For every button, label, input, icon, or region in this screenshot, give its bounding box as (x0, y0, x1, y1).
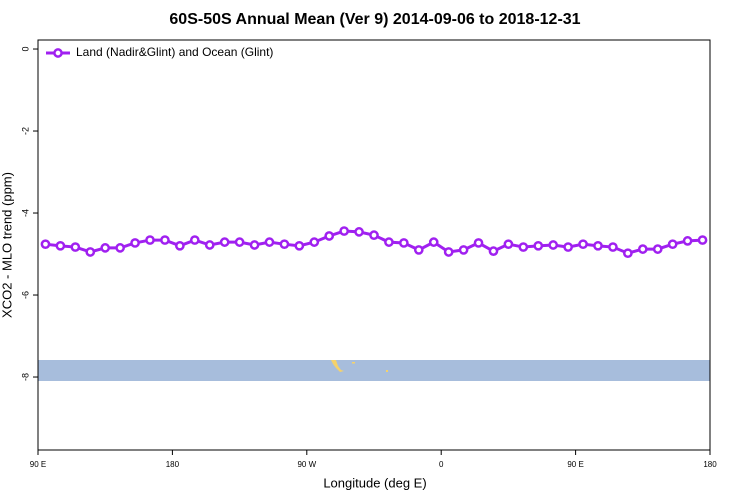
point (533, 240, 544, 251)
map-strip (38, 360, 710, 381)
point (294, 240, 305, 251)
point (593, 240, 603, 251)
point (145, 235, 155, 245)
point (563, 242, 573, 252)
point (160, 235, 170, 245)
point (667, 239, 678, 250)
point (369, 230, 379, 241)
x-tick-label: 90 W (297, 460, 316, 469)
x-axis-label: Longitude (deg E) (323, 475, 426, 490)
point (428, 237, 439, 247)
point (279, 239, 290, 250)
point (100, 243, 111, 253)
point (652, 244, 663, 254)
point (264, 237, 275, 247)
point (608, 242, 618, 252)
point (473, 238, 484, 248)
land-patch (352, 362, 355, 364)
y-axis-label: XCO2 - MLO trend (ppm) (0, 172, 14, 318)
point (623, 248, 633, 259)
point (219, 237, 230, 247)
point (85, 247, 96, 257)
point (518, 242, 529, 252)
land-patch (331, 360, 344, 372)
point (354, 227, 364, 237)
point (548, 240, 559, 250)
y-tick-label: -6 (20, 291, 30, 299)
x-tick-label: 180 (166, 460, 180, 469)
y-tick-label: -8 (20, 373, 30, 381)
point (249, 240, 260, 250)
point (458, 245, 469, 255)
point (697, 235, 708, 245)
chart-title: 60S-50S Annual Mean (Ver 9) 2014-09-06 t… (169, 11, 580, 28)
point (637, 244, 648, 254)
point (682, 236, 693, 246)
point (234, 237, 245, 247)
point (578, 239, 588, 250)
point (189, 235, 200, 245)
point (130, 238, 140, 248)
point (443, 247, 454, 257)
x-tick-label: 180 (703, 460, 717, 469)
point (503, 239, 514, 250)
y-tick-label: -2 (20, 127, 30, 135)
point (309, 237, 320, 247)
legend-marker (53, 48, 63, 58)
land-patch (386, 370, 388, 372)
point (55, 240, 66, 251)
x-tick-label: 0 (439, 460, 444, 469)
x-tick-label: 90 E (30, 460, 46, 469)
point (324, 231, 335, 241)
point (413, 245, 424, 255)
point (175, 240, 185, 251)
x-tick-label: 90 E (567, 460, 583, 469)
point (399, 238, 409, 248)
point (115, 243, 125, 253)
point (488, 246, 499, 256)
y-tick-label: 0 (20, 47, 30, 52)
plot-frame (37, 39, 711, 451)
legend-label: Land (Nadir&Glint) and Ocean (Glint) (76, 45, 273, 59)
point (70, 242, 81, 252)
point (204, 240, 215, 250)
point (40, 239, 51, 250)
point (339, 226, 349, 236)
point (384, 237, 394, 247)
y-tick-label: -4 (20, 209, 30, 217)
